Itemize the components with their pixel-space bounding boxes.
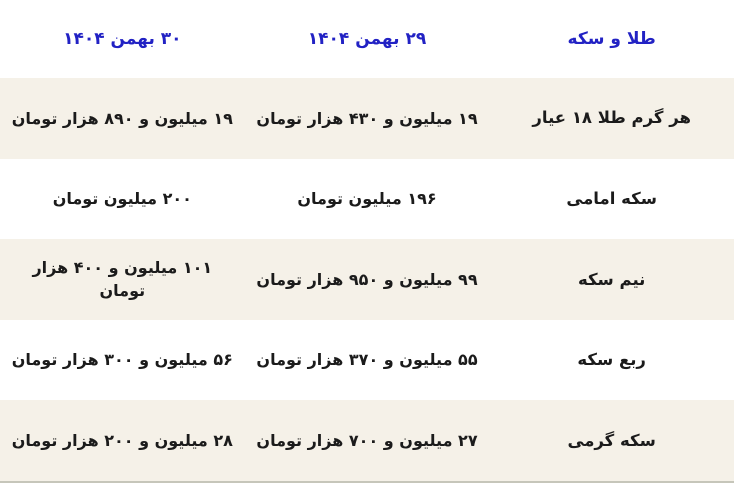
table-row-gold-18k: هر گرم طلا ۱۸ عیار ۱۹ میلیون و ۴۳۰ هزار … (0, 78, 734, 159)
table-row-emami-coin: سکه امامی ۱۹۶ میلیون تومان ۲۰۰ میلیون تو… (0, 158, 734, 240)
row-label: نیم سکه (577, 269, 646, 289)
price-cell-day-29: ۹۹ میلیون و ۹۵۰ هزار تومان (256, 269, 478, 289)
price-cell-day-29: ۲۷ میلیون و ۷۰۰ هزار تومان (256, 431, 478, 451)
row-label: سکه گرمی (567, 430, 656, 450)
row-label: هر گرم طلا ۱۸ عیار (532, 108, 691, 128)
table-row-gram-coin: سکه گرمی ۲۷ میلیون و ۷۰۰ هزار تومان ۲۸ م… (0, 400, 734, 481)
price-cell-day-29: ۱۹۶ میلیون تومان (297, 189, 437, 209)
price-cell-day-30: ۱۹ میلیون و ۸۹۰ هزار تومان (11, 108, 233, 128)
price-cell-day-30: ۲۰۰ میلیون تومان (52, 189, 192, 209)
price-cell-day-29: ۵۵ میلیون و ۳۷۰ هزار تومان (256, 350, 478, 370)
column-header-day-30-bahman: ۳۰ بهمن ۱۴۰۴ (63, 28, 182, 49)
row-label: سکه امامی (566, 188, 657, 208)
price-cell-day-29: ۱۹ میلیون و ۴۳۰ هزار تومان (256, 108, 478, 128)
table-header-row: طلا و سکه ۲۹ بهمن ۱۴۰۴ ۳۰ بهمن ۱۴۰۴ (0, 0, 734, 78)
price-cell-day-30: ۱۰۱ میلیون و ۴۰۰ هزار تومان (32, 258, 213, 301)
row-label: ربع سکه (577, 350, 646, 370)
table-row-half-coin: نیم سکه ۹۹ میلیون و ۹۵۰ هزار تومان ۱۰۱ م… (0, 239, 734, 320)
column-header-day-29-bahman: ۲۹ بهمن ۱۴۰۴ (307, 28, 427, 49)
table-row-quarter-coin: ربع سکه ۵۵ میلیون و ۳۷۰ هزار تومان ۵۶ می… (0, 319, 734, 401)
price-cell-day-30: ۲۸ میلیون و ۲۰۰ هزار تومان (11, 431, 233, 451)
price-cell-day-30: ۵۶ میلیون و ۳۰۰ هزار تومان (11, 350, 233, 370)
column-header-item: طلا و سکه (567, 28, 656, 49)
